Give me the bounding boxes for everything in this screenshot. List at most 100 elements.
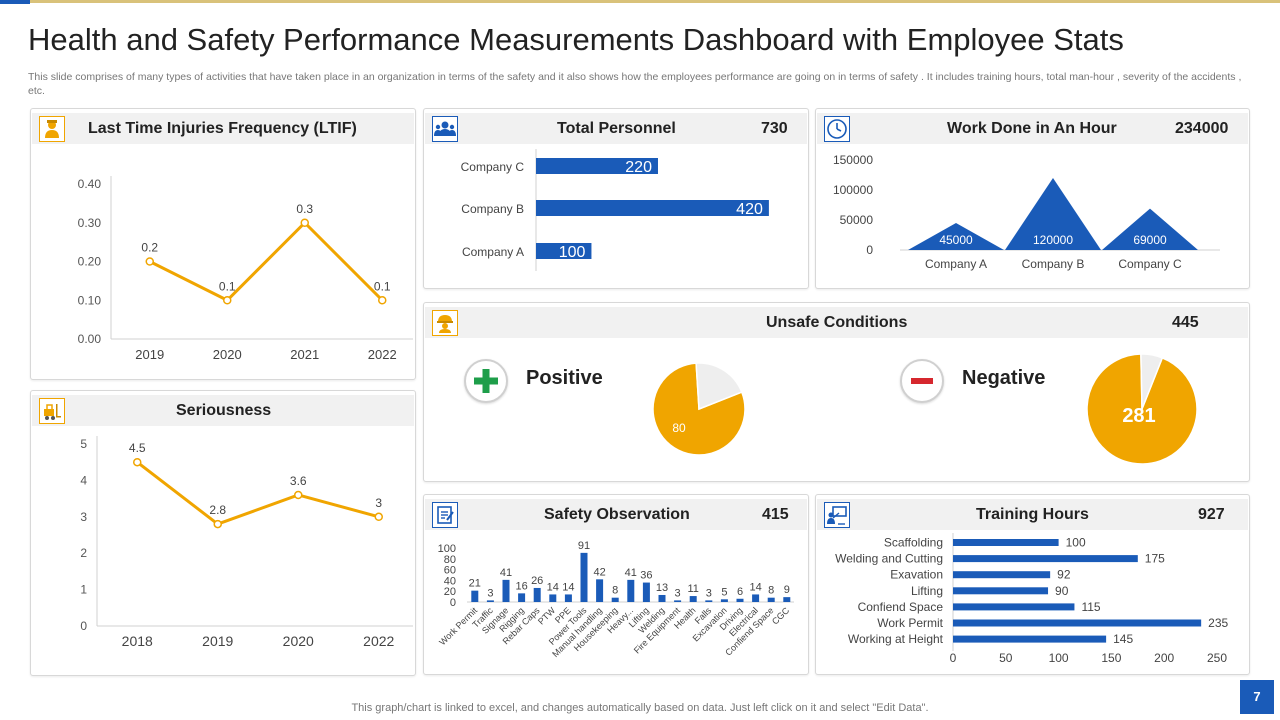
work-data-label: 45000	[939, 233, 973, 247]
observation-data-label: 5	[721, 586, 727, 598]
checklist-icon	[432, 502, 458, 528]
training-chart: Scaffolding 100 Welding and Cutting 175 Exav…	[835, 533, 1229, 665]
observation-data-label: 36	[640, 570, 652, 582]
observation-bar	[549, 594, 557, 602]
observation-data-label: 13	[656, 582, 668, 594]
observation-data-label: 26	[531, 575, 543, 587]
unsafe-header: Unsafe Conditions 445	[425, 307, 1248, 338]
ltif-panel[interactable]: Last Time Injuries Frequency (LTIF) 0.00…	[30, 108, 416, 380]
negative-pie-slice	[1140, 353, 1164, 410]
seriousness-chart: 0 1 2 3 4 5 2018 2019 2020 2022 4.5 2.8 3.6 3	[80, 436, 413, 649]
training-panel[interactable]: Training Hours 927 Scaffolding 100 Welding…	[815, 494, 1250, 675]
personnel-panel[interactable]: Total Personnel 730 Company C 220 Company …	[423, 108, 809, 289]
observation-data-label: 91	[578, 540, 590, 552]
observation-data-label: 14	[562, 581, 574, 593]
unsafe-panel[interactable]: Unsafe Conditions 445 Positive 80 Negati…	[423, 302, 1250, 482]
ltif-xtick: 2022	[368, 347, 397, 362]
work-data-label: 69000	[1133, 233, 1167, 247]
observation-title: Safety Observation	[544, 506, 690, 523]
observation-panel[interactable]: Safety Observation 415 0 20 40 60 80 100 21 Wor…	[423, 494, 809, 675]
observation-bar	[580, 552, 588, 602]
observation-header: Safety Observation 415	[425, 499, 807, 530]
training-category-label: Welding and Cutting	[835, 552, 943, 566]
work-triangle	[908, 223, 1004, 250]
training-icon	[824, 502, 850, 528]
personnel-title: Total Personnel	[557, 120, 676, 137]
top-rule	[0, 0, 1280, 3]
work-triangle	[1005, 178, 1101, 250]
seriousness-ytick: 5	[80, 437, 87, 451]
seriousness-data-label: 3	[375, 496, 382, 510]
seriousness-xtick: 2022	[363, 633, 394, 649]
observation-bar	[627, 579, 635, 602]
observation-data-label: 3	[487, 587, 493, 599]
personnel-bar-label: 220	[625, 159, 652, 176]
work-panel[interactable]: Work Done in An Hour 234000 0 50000 100000…	[815, 108, 1250, 289]
observation-data-label: 3	[675, 587, 681, 599]
seriousness-xtick: 2018	[122, 633, 153, 649]
ltif-point	[223, 296, 232, 305]
page-number: 7	[1240, 680, 1274, 714]
negative-pie-label: 281	[1122, 405, 1155, 427]
training-bar	[953, 603, 1075, 611]
work-triangle	[1102, 208, 1198, 250]
ltif-title: Last Time Injuries Frequency (LTIF)	[88, 120, 357, 137]
training-xtick: 150	[1101, 651, 1121, 665]
observation-ytick: 20	[444, 586, 456, 598]
training-value: 927	[1198, 506, 1225, 523]
observation-bar	[705, 600, 713, 602]
observation-data-label: 16	[515, 580, 527, 592]
training-data-label: 145	[1113, 632, 1133, 646]
observation-ytick: 40	[444, 575, 456, 587]
unsafe-value: 445	[1172, 314, 1199, 331]
work-value: 234000	[1175, 120, 1229, 137]
ltif-series-line	[149, 220, 384, 303]
top-accent	[0, 0, 30, 4]
ltif-ytick: 0.00	[78, 332, 102, 346]
personnel-chart: Company C 220 Company B 420 Company A 100	[461, 149, 769, 271]
training-xtick: 0	[950, 651, 957, 665]
personnel-bar	[536, 200, 769, 216]
ltif-xtick: 2020	[213, 347, 242, 362]
work-header: Work Done in An Hour 234000	[817, 113, 1248, 144]
worker-icon	[39, 116, 65, 142]
work-title: Work Done in An Hour	[947, 120, 1117, 137]
seriousness-point	[133, 457, 142, 467]
unsafe-title: Unsafe Conditions	[766, 314, 908, 331]
training-xtick: 100	[1049, 651, 1069, 665]
minus-icon	[900, 359, 944, 403]
observation-data-label: 3	[706, 587, 712, 599]
negative-pie: 281	[1086, 353, 1198, 465]
observation-bar	[533, 587, 541, 602]
personnel-category-label: Company A	[462, 245, 524, 259]
personnel-bar-label: 100	[559, 244, 586, 261]
forklift-icon	[39, 398, 65, 424]
team-icon	[432, 116, 458, 142]
ltif-data-label: 0.1	[219, 279, 236, 293]
seriousness-series-line	[136, 461, 380, 526]
training-category-label: Work Permit	[877, 616, 943, 630]
ltif-ytick: 0.40	[78, 177, 102, 191]
ltif-data-label: 0.3	[296, 202, 313, 216]
seriousness-xtick: 2020	[283, 633, 314, 649]
observation-bar	[471, 590, 479, 602]
ltif-ytick: 0.20	[78, 255, 102, 269]
observation-bar	[596, 579, 604, 602]
clock-icon	[824, 116, 850, 142]
ltif-data-label: 0.2	[141, 241, 158, 255]
training-category-label: Working at Height	[848, 632, 944, 646]
training-bar	[953, 555, 1138, 563]
training-category-label: Scaffolding	[884, 536, 943, 550]
training-data-label: 90	[1055, 584, 1069, 598]
seriousness-title: Seriousness	[176, 402, 272, 419]
positive-pie-label: 80	[672, 421, 686, 435]
training-category-label: Lifting	[911, 584, 943, 598]
work-chart: 0 50000 100000 150000 45000 Company A 120000 Co…	[833, 153, 1220, 271]
personnel-bar-label: 420	[736, 201, 763, 218]
positive-label: Positive	[526, 367, 603, 389]
seriousness-panel[interactable]: Seriousness 0 1 2 3 4 5 2018 2019 2020 2022 4.5 2.8…	[30, 390, 416, 676]
ltif-ytick: 0.10	[78, 293, 102, 307]
ltif-point	[145, 257, 154, 266]
work-ytick: 100000	[833, 183, 873, 197]
training-bar	[953, 539, 1059, 546]
